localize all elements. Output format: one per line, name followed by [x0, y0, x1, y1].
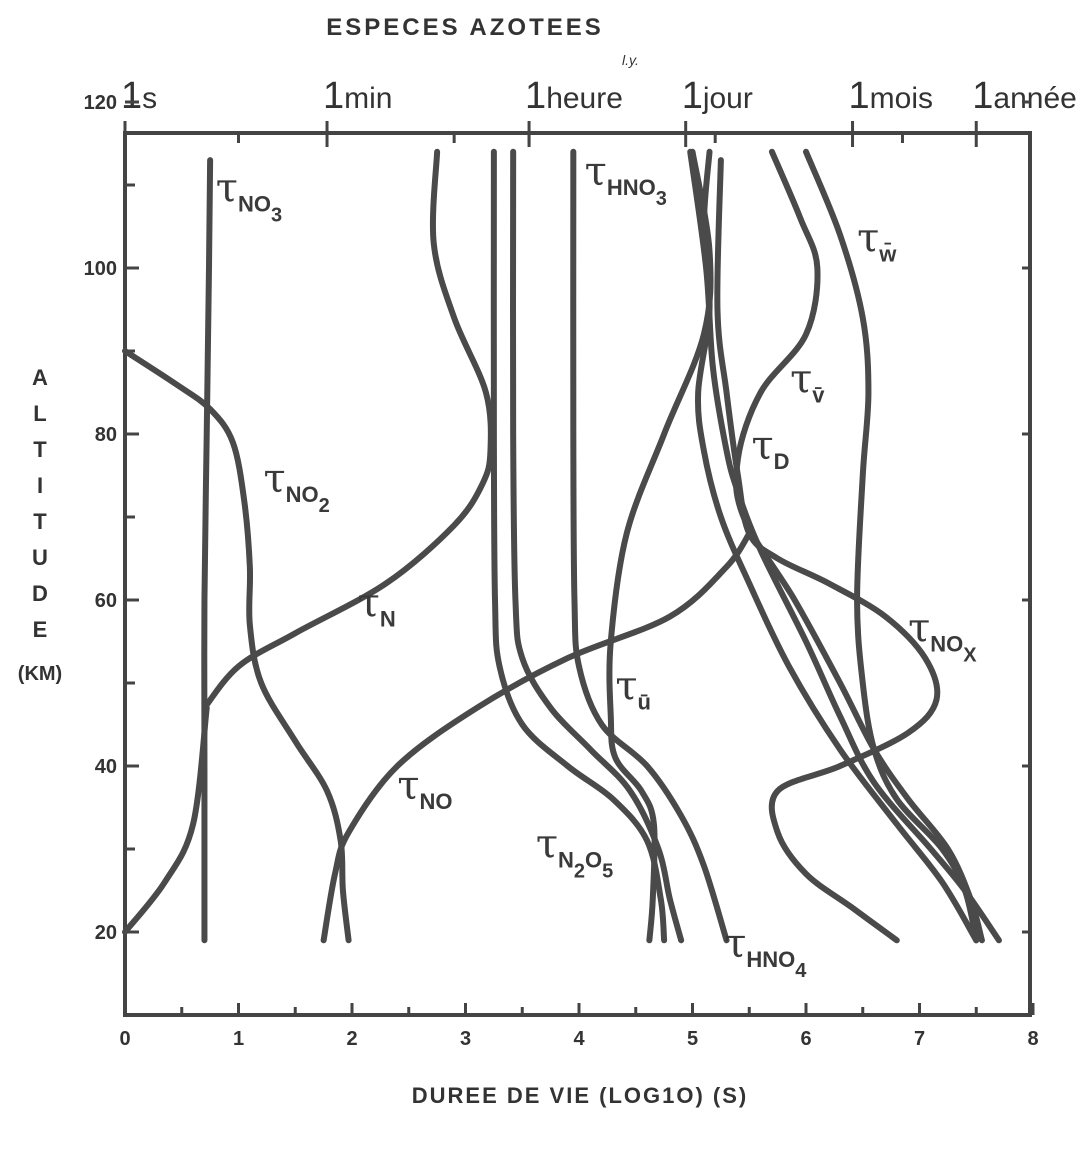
- curve--no3: [201, 157, 214, 944]
- y-axis: 20 40 60 80 100 120: [84, 92, 1030, 944]
- curve--nox: [694, 148, 980, 944]
- label--no2: τNO2: [263, 456, 329, 517]
- y-axis-letter: U: [32, 545, 48, 570]
- curve--n2o5: [510, 148, 685, 944]
- y-axis-letter: I: [37, 473, 43, 498]
- x-tick-label: 6: [800, 1028, 811, 1050]
- curve--w: [803, 148, 980, 944]
- y-tick-label: 60: [95, 590, 117, 612]
- label--d: τD: [752, 423, 790, 474]
- curve--hno4: [714, 157, 941, 944]
- y-tick-label: 80: [95, 424, 117, 446]
- curve--d: [687, 148, 1002, 944]
- curve--no-branch: [320, 530, 753, 944]
- x-axis: 0 1 2 3 4 5 6 7 8: [119, 1003, 1039, 1050]
- y-axis-unit: (KM): [18, 663, 62, 685]
- x-tick-label: 5: [687, 1028, 698, 1050]
- x-tick-label: 8: [1027, 1028, 1038, 1050]
- x-tick-label: 3: [460, 1028, 471, 1050]
- top-time-axis: 1s 1min 1heure 1jour 1mois 1année: [121, 75, 1077, 147]
- curve--hno3: [570, 148, 730, 944]
- top-tick-label: 1année: [972, 75, 1077, 117]
- label--nox: τNOX: [908, 606, 977, 667]
- curve--heure-1: [490, 148, 668, 944]
- x-tick-label: 4: [573, 1028, 585, 1050]
- y-axis-letter: L: [33, 401, 46, 426]
- top-tick-label: 1jour: [682, 75, 753, 117]
- top-tick-label: 1s: [121, 75, 157, 117]
- curve--u: [606, 148, 714, 944]
- y-tick-label: 40: [95, 756, 117, 778]
- y-axis-letter: E: [33, 617, 48, 642]
- curve--no: [122, 704, 210, 935]
- label--no: τNO: [397, 763, 452, 814]
- y-axis-letter: D: [32, 581, 48, 606]
- chart-annotation: l.y.: [622, 52, 639, 68]
- curve-labels: τNO3 τNO2 τN τNO τHNO3 τN2O5 τHNO4 τū τv̄τD τw̄ τN…: [216, 149, 977, 982]
- x-tick-label: 1: [233, 1028, 244, 1050]
- x-tick-label: 2: [346, 1028, 357, 1050]
- label--hno3: τHNO3: [585, 149, 667, 210]
- curve--no2: [122, 348, 352, 944]
- top-tick-label: 1heure: [525, 75, 623, 117]
- label--n2o5: τN2O5: [536, 821, 613, 882]
- y-tick-label: 100: [84, 258, 117, 280]
- y-axis-letter: A: [32, 365, 48, 390]
- curve--n: [201, 148, 494, 711]
- curve--v: [732, 148, 985, 944]
- lifetime-curves: [122, 148, 1002, 944]
- label--w: τw̄: [857, 215, 897, 266]
- x-axis-label: DUREE DE VIE (LOG1O) (S): [412, 1083, 748, 1108]
- label--u: τū: [615, 664, 651, 715]
- top-tick-label: 1min: [323, 75, 392, 117]
- chart-title: ESPECES AZOTEES: [326, 14, 604, 41]
- label--n: τN: [358, 581, 396, 632]
- y-tick-label: 120: [84, 92, 117, 114]
- top-tick-label: 1mois: [849, 75, 933, 117]
- y-tick-label: 20: [95, 922, 117, 944]
- label--v: τv̄: [790, 357, 825, 408]
- label--no3: τNO3: [216, 166, 282, 227]
- x-tick-label: 0: [119, 1028, 130, 1050]
- y-axis-letter: T: [33, 437, 47, 462]
- y-axis-letter: T: [33, 509, 47, 534]
- x-tick-label: 7: [914, 1028, 925, 1050]
- label--hno4: τHNO4: [724, 921, 807, 982]
